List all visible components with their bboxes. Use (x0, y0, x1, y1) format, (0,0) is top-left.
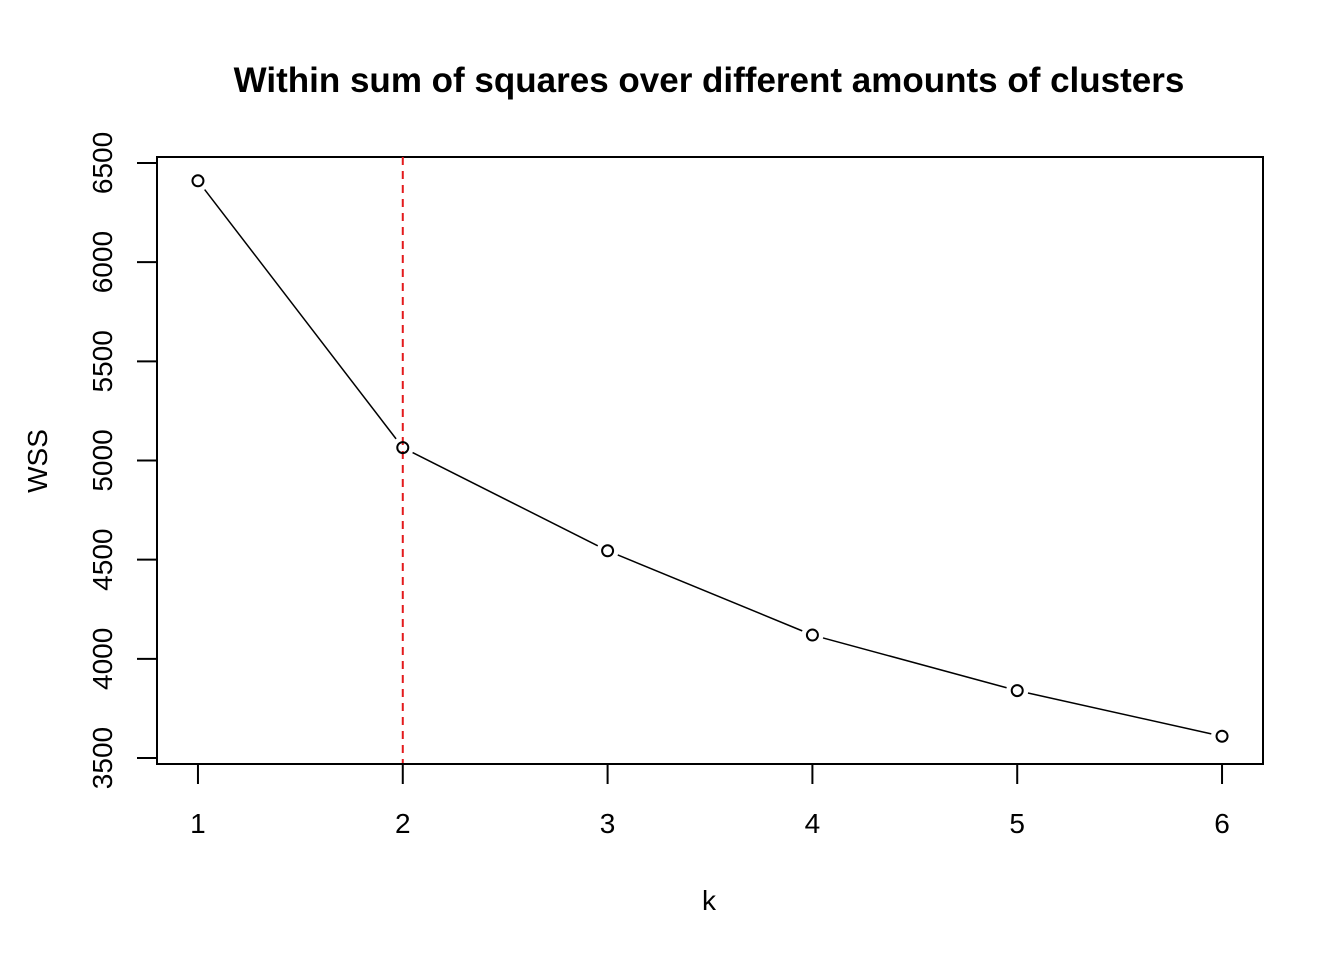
series-line-segment (822, 637, 1007, 689)
series-line-segment (617, 554, 803, 632)
y-tick-label: 5000 (87, 429, 118, 491)
y-axis-label: WSS (22, 429, 53, 493)
chart-title: Within sum of squares over different amo… (234, 61, 1185, 100)
x-axis: 1 2 3 4 5 6 (190, 763, 1230, 839)
data-point (601, 544, 615, 558)
y-tick-label: 3500 (87, 727, 118, 789)
x-tick-label: 3 (600, 808, 616, 839)
x-tick-label: 2 (395, 808, 411, 839)
series-line-segment (412, 451, 599, 547)
data-point (1215, 729, 1229, 743)
plot-box (156, 156, 1264, 765)
series-line-segment (1027, 692, 1212, 735)
x-tick-label: 6 (1214, 808, 1230, 839)
plot-frame (156, 156, 1264, 765)
y-tick-label: 5500 (87, 330, 118, 392)
series-line-segment (204, 189, 397, 440)
data-point (191, 174, 205, 188)
x-tick-label: 1 (190, 808, 206, 839)
data-point (396, 441, 410, 455)
y-tick-label: 6500 (87, 132, 118, 194)
x-tick-label: 5 (1009, 808, 1025, 839)
y-tick-label: 4500 (87, 529, 118, 591)
y-tick-label: 6000 (87, 231, 118, 293)
data-point (805, 628, 819, 642)
y-tick-label: 4000 (87, 628, 118, 690)
y-axis: 3500 4000 4500 5000 5500 6000 6500 (87, 132, 158, 789)
x-tick-label: 4 (805, 808, 821, 839)
x-axis-label: k (702, 885, 717, 916)
series-group (191, 174, 1229, 743)
data-point (1010, 684, 1024, 698)
